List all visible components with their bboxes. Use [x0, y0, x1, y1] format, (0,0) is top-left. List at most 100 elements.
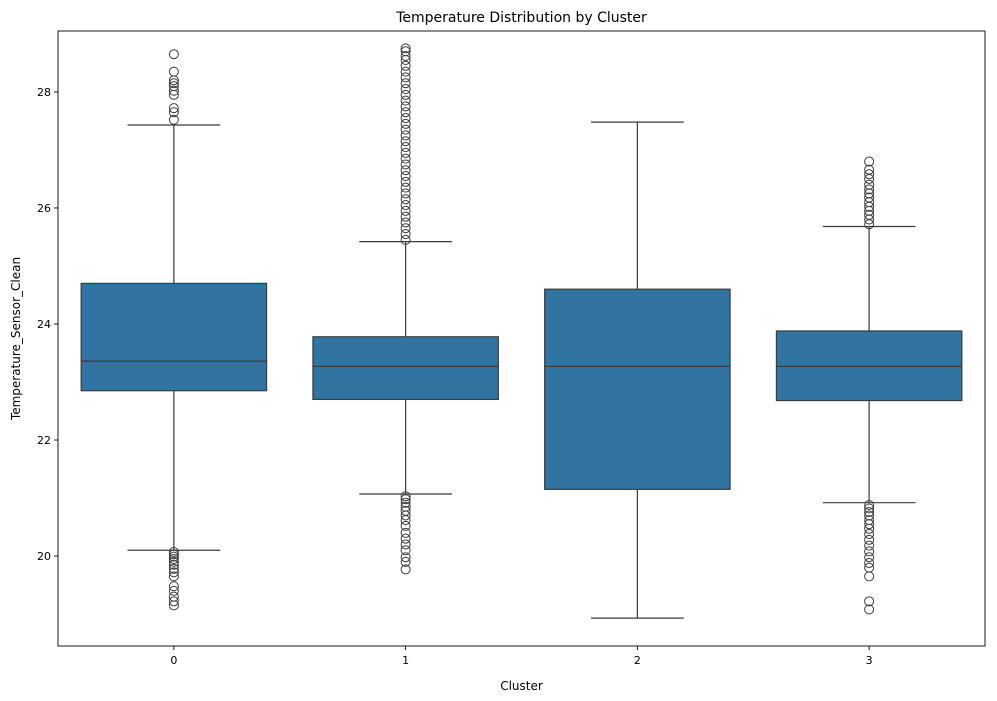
- outlier-point: [400, 520, 411, 531]
- outlier-point: [864, 523, 875, 534]
- outlier-point: [400, 124, 411, 135]
- outlier-point: [168, 49, 179, 60]
- outlier-point: [864, 519, 875, 530]
- outlier-point: [168, 551, 179, 562]
- x-axis: 0 1 2 3: [170, 646, 873, 667]
- outlier-point: [168, 547, 179, 558]
- outlier-point: [864, 558, 875, 569]
- outlier-point: [400, 564, 411, 575]
- outlier-point: [400, 107, 411, 118]
- box-iqr: [312, 336, 499, 401]
- outlier-point: [400, 153, 411, 164]
- outlier-point: [400, 89, 411, 100]
- outlier-point: [864, 540, 875, 551]
- outlier-point: [168, 571, 179, 582]
- outlier-point: [400, 113, 411, 124]
- y-axis-label: Temperature_Sensor_Clean: [9, 257, 23, 421]
- outlier-point: [168, 107, 179, 118]
- outlier-point: [400, 200, 411, 211]
- outlier-point: [864, 546, 875, 557]
- y-tick-label: 26: [37, 202, 51, 215]
- outlier-point: [168, 553, 179, 564]
- outlier-point: [400, 188, 411, 199]
- outlier-point: [168, 549, 179, 560]
- outlier-point: [168, 581, 179, 592]
- outlier-point: [400, 497, 411, 508]
- outlier-point: [400, 46, 411, 57]
- outlier-point: [168, 103, 179, 114]
- outlier-point: [400, 194, 411, 205]
- outlier-point: [168, 559, 179, 570]
- box-iqr: [80, 282, 268, 392]
- outlier-point: [400, 494, 411, 505]
- outlier-point: [400, 552, 411, 563]
- outlier-point: [400, 515, 411, 526]
- outlier-point: [400, 533, 411, 544]
- outlier-point: [864, 169, 875, 180]
- box-cluster-3: [775, 156, 963, 615]
- outlier-point: [400, 510, 411, 521]
- outlier-point: [168, 556, 179, 567]
- outlier-point: [864, 571, 875, 582]
- outlier-point: [400, 142, 411, 153]
- outlier-point: [400, 84, 411, 95]
- outlier-point: [864, 552, 875, 563]
- box-cluster-2: [544, 121, 731, 619]
- outlier-point: [400, 159, 411, 170]
- outlier-point: [400, 205, 411, 216]
- outlier-point: [864, 604, 875, 615]
- x-tick-label: 3: [866, 654, 873, 667]
- outlier-point: [400, 182, 411, 193]
- outlier-point: [168, 66, 179, 77]
- outlier-point: [168, 600, 179, 611]
- outlier-point: [864, 192, 875, 203]
- box-iqr: [544, 288, 731, 490]
- outlier-point: [400, 171, 411, 182]
- x-tick-label: 0: [170, 654, 177, 667]
- outlier-point: [400, 545, 411, 556]
- outlier-point: [400, 118, 411, 129]
- x-tick-label: 2: [634, 654, 641, 667]
- outlier-point: [400, 136, 411, 147]
- boxes-layer: [80, 43, 963, 619]
- x-tick-label: 1: [402, 654, 409, 667]
- outlier-point: [864, 209, 875, 220]
- outlier-point: [864, 164, 875, 175]
- outlier-point: [168, 85, 179, 96]
- plot-frame: [57, 30, 986, 647]
- outlier-point: [168, 585, 179, 596]
- outlier-point: [400, 556, 411, 567]
- y-axis: 20 22 24 26 28: [37, 86, 58, 563]
- y-tick-label: 24: [37, 318, 51, 331]
- y-tick-label: 28: [37, 86, 51, 99]
- x-axis-label: Cluster: [500, 679, 543, 693]
- outlier-point: [400, 43, 411, 54]
- outlier-point: [400, 176, 411, 187]
- outlier-point: [400, 50, 411, 61]
- outlier-point: [168, 596, 179, 607]
- chart-title: Temperature Distribution by Cluster: [395, 10, 647, 26]
- outlier-point: [864, 500, 875, 511]
- outlier-point: [400, 217, 411, 228]
- outlier-point: [400, 234, 411, 245]
- outlier-point: [400, 130, 411, 141]
- outlier-point: [400, 101, 411, 112]
- y-tick-label: 20: [37, 550, 51, 563]
- outlier-point: [168, 81, 179, 92]
- outlier-point: [400, 147, 411, 158]
- outlier-point: [400, 78, 411, 89]
- outlier-point: [400, 527, 411, 538]
- outlier-point: [400, 66, 411, 77]
- outlier-point: [400, 60, 411, 71]
- outlier-point: [864, 179, 875, 190]
- outlier-point: [400, 539, 411, 550]
- outlier-point: [168, 78, 179, 89]
- outlier-point: [400, 491, 411, 502]
- outlier-point: [400, 72, 411, 83]
- outlier-point: [400, 229, 411, 240]
- outlier-point: [400, 165, 411, 176]
- box-cluster-1: [312, 43, 499, 575]
- outlier-point: [864, 529, 875, 540]
- outlier-point: [864, 184, 875, 195]
